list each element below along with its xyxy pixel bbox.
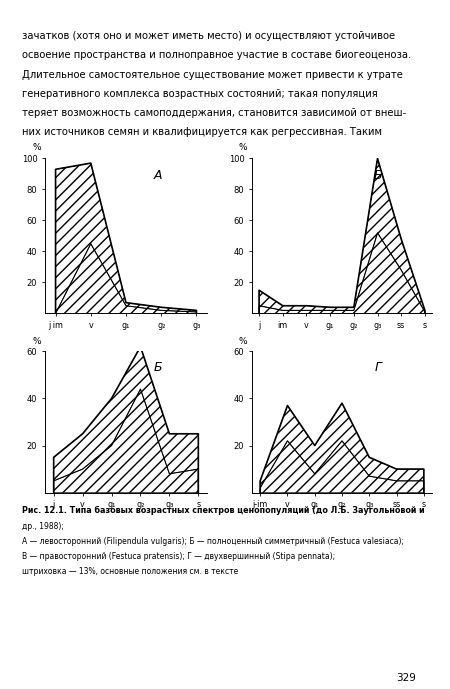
Text: них источников семян и квалифицируется как регрессивная. Таким: них источников семян и квалифицируется к…: [22, 127, 382, 138]
Text: А — левосторонний (Filipendula vulgaris); Б — полноценный симметричный (Festuca : А — левосторонний (Filipendula vulgaris)…: [22, 537, 405, 546]
Polygon shape: [260, 441, 424, 493]
Text: Б: Б: [154, 361, 163, 374]
Polygon shape: [55, 163, 197, 313]
Text: А: А: [154, 169, 162, 183]
Text: В — правосторонний (Festuca pratensis); Г — двухвершинный (Stipa pennata);: В — правосторонний (Festuca pratensis); …: [22, 552, 336, 561]
Text: теряет возможность самоподдержания, становится зависимой от внеш-: теряет возможность самоподдержания, стан…: [22, 108, 407, 119]
Polygon shape: [54, 389, 198, 493]
Text: Рис. 12.1. Типа базовых возрастных спектров ценопопуляций (до Л.Б. Заугольновой : Рис. 12.1. Типа базовых возрастных спект…: [22, 506, 425, 515]
Text: Б: Б: [374, 169, 382, 183]
Text: генеративного комплекса возрастных состояний; такая популяция: генеративного комплекса возрастных состо…: [22, 89, 378, 99]
Text: %: %: [238, 337, 248, 346]
Polygon shape: [55, 244, 197, 313]
Text: %: %: [238, 143, 248, 152]
Text: зачатков (хотя оно и может иметь место) и осуществляют устойчивое: зачатков (хотя оно и может иметь место) …: [22, 31, 396, 41]
Text: освоение пространства и полноправное участие в составе биогеоценоза.: освоение пространства и полноправное уча…: [22, 50, 412, 61]
Polygon shape: [260, 403, 424, 493]
Text: др., 1988);: др., 1988);: [22, 522, 64, 531]
Polygon shape: [259, 233, 425, 313]
Text: %: %: [32, 337, 41, 346]
Text: Г: Г: [374, 361, 382, 374]
Polygon shape: [54, 347, 198, 493]
Text: 329: 329: [396, 673, 416, 683]
Text: Длительное самостоятельное существование может привести к утрате: Длительное самостоятельное существование…: [22, 70, 403, 80]
Text: %: %: [32, 143, 41, 152]
Polygon shape: [259, 158, 425, 313]
Text: штриховка — 13%, основные положения см. в тексте: штриховка — 13%, основные положения см. …: [22, 567, 239, 576]
